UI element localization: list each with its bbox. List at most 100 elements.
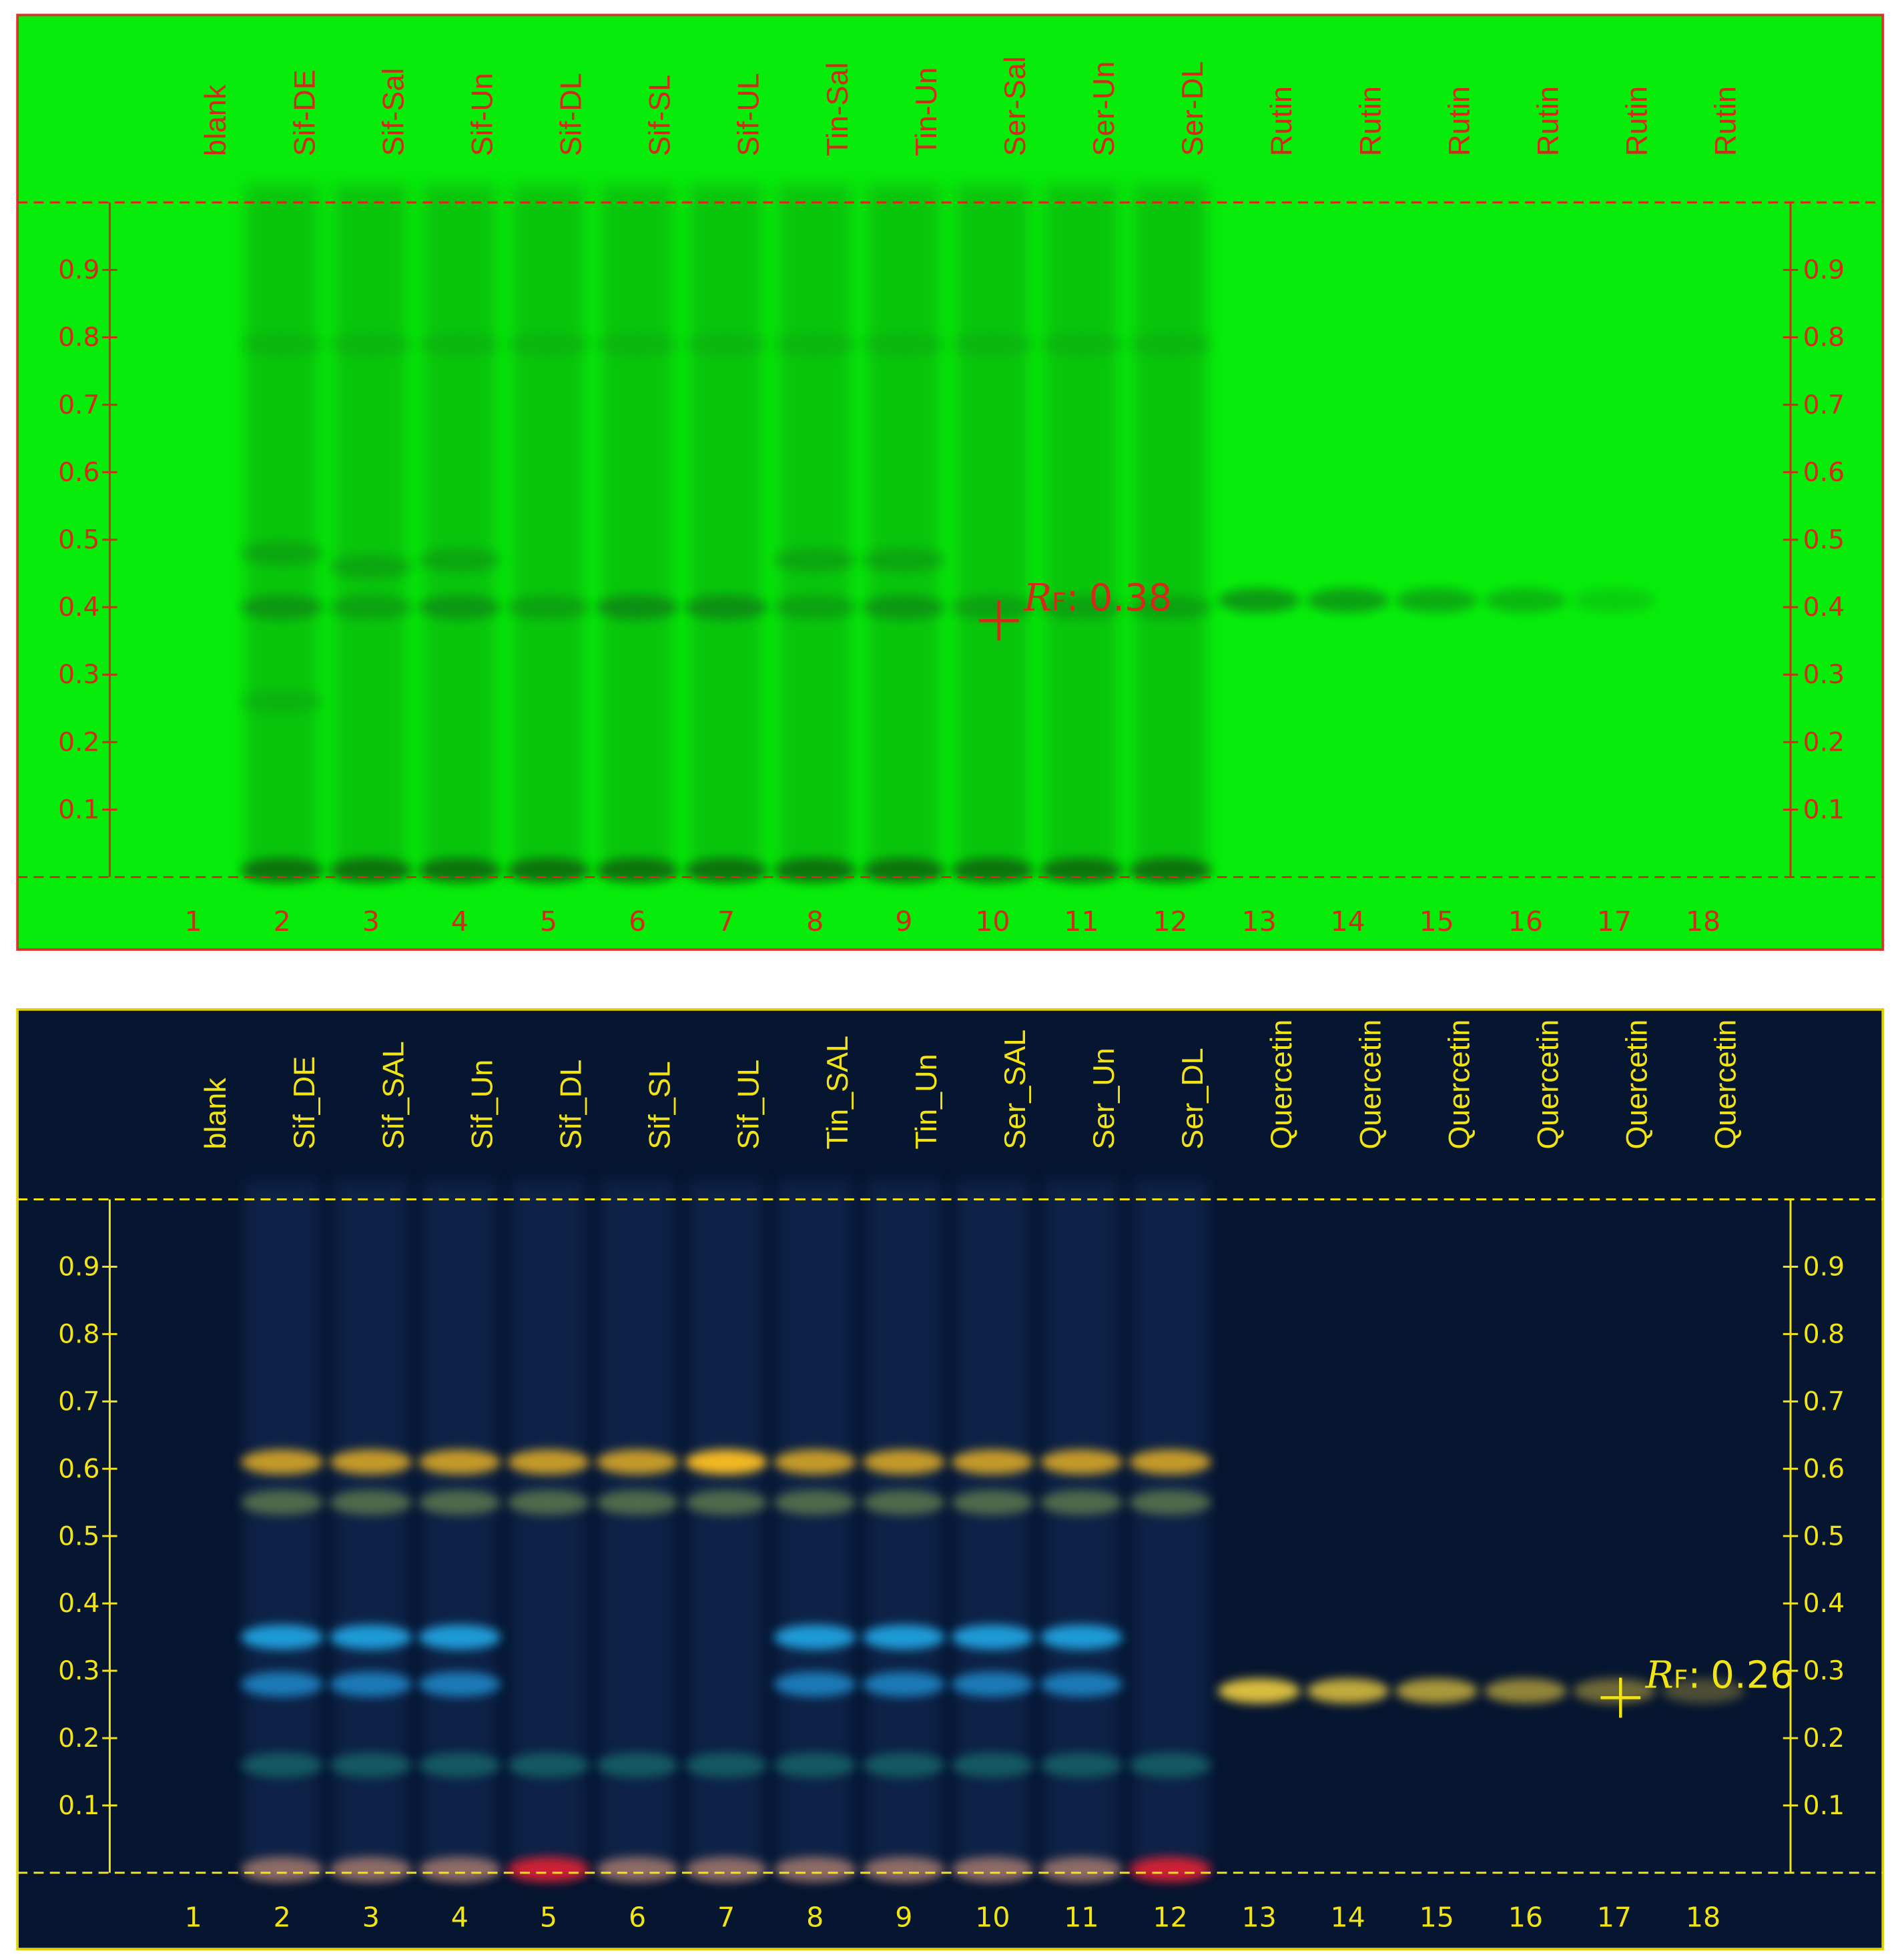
lane-number: 12 bbox=[1153, 905, 1187, 937]
band bbox=[330, 857, 412, 883]
lane-label: Quercetin bbox=[1708, 1020, 1742, 1150]
rf-tick-label: 0.7 bbox=[1803, 390, 1845, 420]
rf-tick-label: 0.2 bbox=[58, 727, 99, 757]
band bbox=[862, 331, 945, 357]
lane-number: 12 bbox=[1153, 1901, 1187, 1933]
rf-marker bbox=[1600, 1677, 1641, 1718]
lane-number: 15 bbox=[1419, 905, 1454, 937]
band bbox=[685, 857, 767, 883]
band bbox=[862, 1671, 945, 1697]
lane-number: 6 bbox=[629, 1901, 646, 1933]
band bbox=[596, 331, 679, 357]
band bbox=[685, 1752, 767, 1778]
band bbox=[1307, 1678, 1389, 1704]
band bbox=[330, 1489, 412, 1515]
band bbox=[596, 857, 679, 883]
lane-number: 11 bbox=[1064, 1901, 1098, 1933]
band bbox=[1573, 1678, 1656, 1704]
lane-number: 8 bbox=[806, 1901, 824, 1933]
rf-marker bbox=[978, 601, 1019, 641]
lane-number: 5 bbox=[540, 905, 557, 937]
lane-streak bbox=[1044, 183, 1119, 877]
rf-tick-label: 0.1 bbox=[1803, 1791, 1845, 1821]
band bbox=[418, 331, 501, 357]
lane-number: 9 bbox=[895, 1901, 912, 1933]
band bbox=[418, 1624, 501, 1650]
lane-label: Tin_SAL bbox=[820, 1036, 854, 1150]
band bbox=[418, 595, 501, 620]
lane-label: Ser_DL bbox=[1175, 1048, 1209, 1149]
band bbox=[685, 595, 767, 620]
band bbox=[330, 1857, 412, 1882]
band bbox=[418, 1489, 501, 1515]
rf-tick-label: 0.9 bbox=[1803, 256, 1845, 286]
band bbox=[1040, 1489, 1123, 1515]
lane-number: 2 bbox=[274, 905, 291, 937]
lane-number: 11 bbox=[1064, 905, 1098, 937]
band bbox=[418, 1449, 501, 1475]
band bbox=[241, 1624, 324, 1650]
lane-label: Sif_SAL bbox=[376, 1041, 410, 1149]
lane-number: 14 bbox=[1331, 905, 1365, 937]
lane-streak bbox=[866, 183, 942, 877]
band bbox=[1129, 1857, 1212, 1882]
lane-number: 8 bbox=[806, 905, 824, 937]
band bbox=[951, 1489, 1034, 1515]
lane-number: 15 bbox=[1419, 1901, 1454, 1933]
band bbox=[596, 1857, 679, 1882]
lane-label: Sif-DL bbox=[554, 73, 588, 156]
plate-background bbox=[16, 13, 1885, 951]
band bbox=[1217, 1678, 1301, 1704]
band bbox=[241, 689, 324, 715]
rf-tick-label: 0.2 bbox=[58, 1723, 99, 1753]
lane-number: 18 bbox=[1686, 905, 1720, 937]
band bbox=[330, 1624, 412, 1650]
band bbox=[241, 1449, 324, 1475]
band bbox=[418, 1671, 501, 1697]
band bbox=[685, 331, 767, 357]
rf-tick-label: 0.9 bbox=[58, 256, 99, 286]
band bbox=[330, 331, 412, 357]
rf-annotation: RF: 0.26 bbox=[1645, 1653, 1794, 1697]
band bbox=[241, 1489, 324, 1515]
bands bbox=[241, 183, 1656, 883]
lane-number: 16 bbox=[1508, 1901, 1543, 1933]
lane-label: Sif_DE bbox=[287, 1056, 321, 1150]
band bbox=[1040, 1449, 1123, 1475]
rf-tick-label: 0.3 bbox=[58, 1656, 99, 1686]
band bbox=[773, 1489, 856, 1515]
band bbox=[862, 1489, 945, 1515]
band bbox=[1217, 588, 1301, 613]
band bbox=[1040, 857, 1123, 883]
lane-label: Rutin bbox=[1530, 86, 1564, 156]
lane-label: Quercetin bbox=[1442, 1020, 1476, 1150]
rf-tick-label: 0.8 bbox=[1803, 1319, 1845, 1349]
lane-number: 16 bbox=[1508, 905, 1543, 937]
lane-label: Sif_DL bbox=[554, 1060, 588, 1150]
band bbox=[773, 1857, 856, 1882]
rf-tick-label: 0.7 bbox=[58, 390, 99, 420]
band bbox=[685, 1449, 767, 1475]
band bbox=[773, 1624, 856, 1650]
band bbox=[418, 547, 501, 572]
lane-label: Sif-UL bbox=[731, 73, 765, 156]
rf-tick-label: 0.6 bbox=[58, 1454, 99, 1484]
band bbox=[862, 857, 945, 883]
band bbox=[507, 1449, 590, 1475]
band bbox=[862, 1449, 945, 1475]
lane-label: Ser-DL bbox=[1175, 61, 1209, 156]
rf-tick-label: 0.8 bbox=[58, 323, 99, 353]
lane-label: Sif-SL bbox=[643, 75, 677, 156]
band bbox=[1040, 1671, 1123, 1697]
band bbox=[330, 595, 412, 620]
lane-label: Quercetin bbox=[1530, 1020, 1564, 1150]
band bbox=[1395, 588, 1478, 613]
rf-tick-label: 0.2 bbox=[1803, 727, 1845, 757]
lane-number: 10 bbox=[975, 905, 1010, 937]
lane-label: blank bbox=[198, 84, 232, 156]
band bbox=[1307, 588, 1389, 613]
band bbox=[1573, 588, 1656, 613]
band bbox=[241, 1671, 324, 1697]
lane-label: Rutin bbox=[1620, 86, 1654, 156]
